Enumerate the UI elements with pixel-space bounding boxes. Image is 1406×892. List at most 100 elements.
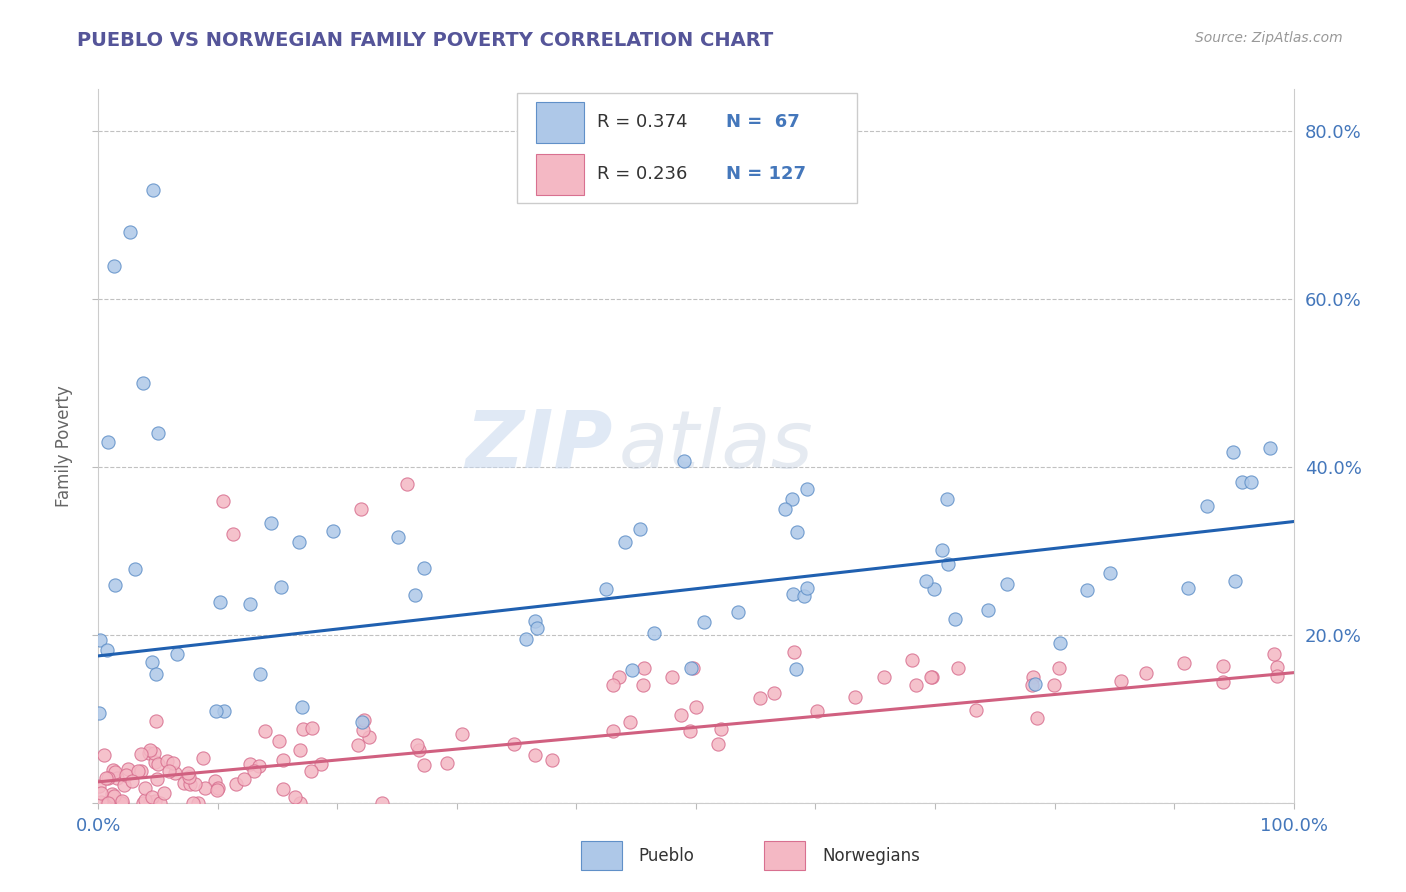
- Point: [1258, 441, 1281, 455]
- Point: [515, 632, 537, 646]
- Point: [775, 502, 797, 516]
- Point: [143, 747, 166, 761]
- Point: [1099, 566, 1122, 580]
- Text: Pueblo: Pueblo: [638, 847, 695, 865]
- Point: [541, 753, 564, 767]
- Point: [105, 772, 128, 786]
- Point: [682, 661, 704, 675]
- Point: [748, 690, 770, 705]
- Point: [693, 615, 716, 629]
- Point: [271, 753, 294, 767]
- Point: [915, 574, 938, 588]
- Point: [408, 742, 430, 756]
- Point: [288, 796, 311, 810]
- Point: [225, 777, 247, 791]
- Point: [322, 524, 344, 538]
- Point: [920, 670, 942, 684]
- Point: [239, 757, 262, 772]
- Point: [707, 737, 730, 751]
- Point: [260, 516, 283, 530]
- Point: [249, 667, 271, 681]
- Point: [165, 765, 187, 780]
- Point: [89, 632, 111, 647]
- FancyBboxPatch shape: [763, 841, 804, 870]
- Point: [783, 645, 806, 659]
- Y-axis label: Family Poverty: Family Poverty: [55, 385, 73, 507]
- Point: [1043, 678, 1066, 692]
- Point: [299, 764, 322, 778]
- Point: [166, 648, 188, 662]
- Point: [90, 795, 112, 809]
- Point: [134, 780, 156, 795]
- Point: [1232, 475, 1254, 489]
- Point: [146, 772, 169, 786]
- Point: [786, 524, 808, 539]
- Point: [793, 589, 815, 603]
- Point: [127, 764, 149, 779]
- Point: [301, 721, 323, 735]
- Point: [112, 778, 135, 792]
- Point: [93, 747, 115, 762]
- Point: [346, 739, 368, 753]
- Text: ZIP: ZIP: [465, 407, 613, 485]
- Point: [1223, 574, 1246, 589]
- Point: [111, 794, 134, 808]
- Point: [145, 755, 167, 769]
- Point: [207, 780, 229, 795]
- Point: [921, 670, 943, 684]
- FancyBboxPatch shape: [536, 154, 583, 194]
- Point: [96, 643, 118, 657]
- Point: [1265, 660, 1288, 674]
- Point: [309, 757, 332, 772]
- Point: [104, 578, 127, 592]
- Point: [995, 577, 1018, 591]
- Point: [173, 776, 195, 790]
- Point: [806, 704, 828, 718]
- Point: [523, 748, 546, 763]
- Point: [141, 655, 163, 669]
- Point: [142, 183, 165, 197]
- Point: [139, 743, 162, 757]
- Point: [141, 790, 163, 805]
- Point: [796, 482, 818, 496]
- Point: [1173, 656, 1195, 670]
- Point: [628, 522, 651, 536]
- Point: [101, 790, 124, 805]
- Point: [1076, 583, 1098, 598]
- Point: [1111, 674, 1133, 689]
- Point: [661, 670, 683, 684]
- Point: [177, 765, 200, 780]
- Point: [679, 661, 702, 675]
- Text: atlas: atlas: [619, 407, 813, 485]
- Point: [148, 426, 170, 441]
- Point: [110, 796, 132, 810]
- Point: [977, 603, 1000, 617]
- Point: [1022, 670, 1045, 684]
- Point: [1263, 647, 1285, 661]
- Point: [1049, 636, 1071, 650]
- Point: [146, 756, 169, 771]
- Point: [96, 796, 118, 810]
- Point: [1024, 677, 1046, 691]
- Point: [149, 796, 172, 810]
- Point: [524, 614, 547, 628]
- Point: [643, 626, 665, 640]
- Point: [111, 796, 134, 810]
- Point: [404, 588, 426, 602]
- Point: [948, 661, 970, 675]
- Point: [413, 758, 436, 772]
- Point: [124, 562, 146, 576]
- Point: [935, 491, 957, 506]
- Point: [1240, 475, 1263, 490]
- Point: [1021, 678, 1043, 692]
- Point: [121, 773, 143, 788]
- Point: [239, 597, 262, 611]
- Point: [1135, 665, 1157, 680]
- Point: [619, 715, 641, 730]
- Text: Norwegians: Norwegians: [823, 847, 921, 865]
- Point: [139, 795, 162, 809]
- Point: [678, 724, 700, 739]
- Point: [602, 723, 624, 738]
- Point: [943, 612, 966, 626]
- Point: [1222, 444, 1244, 458]
